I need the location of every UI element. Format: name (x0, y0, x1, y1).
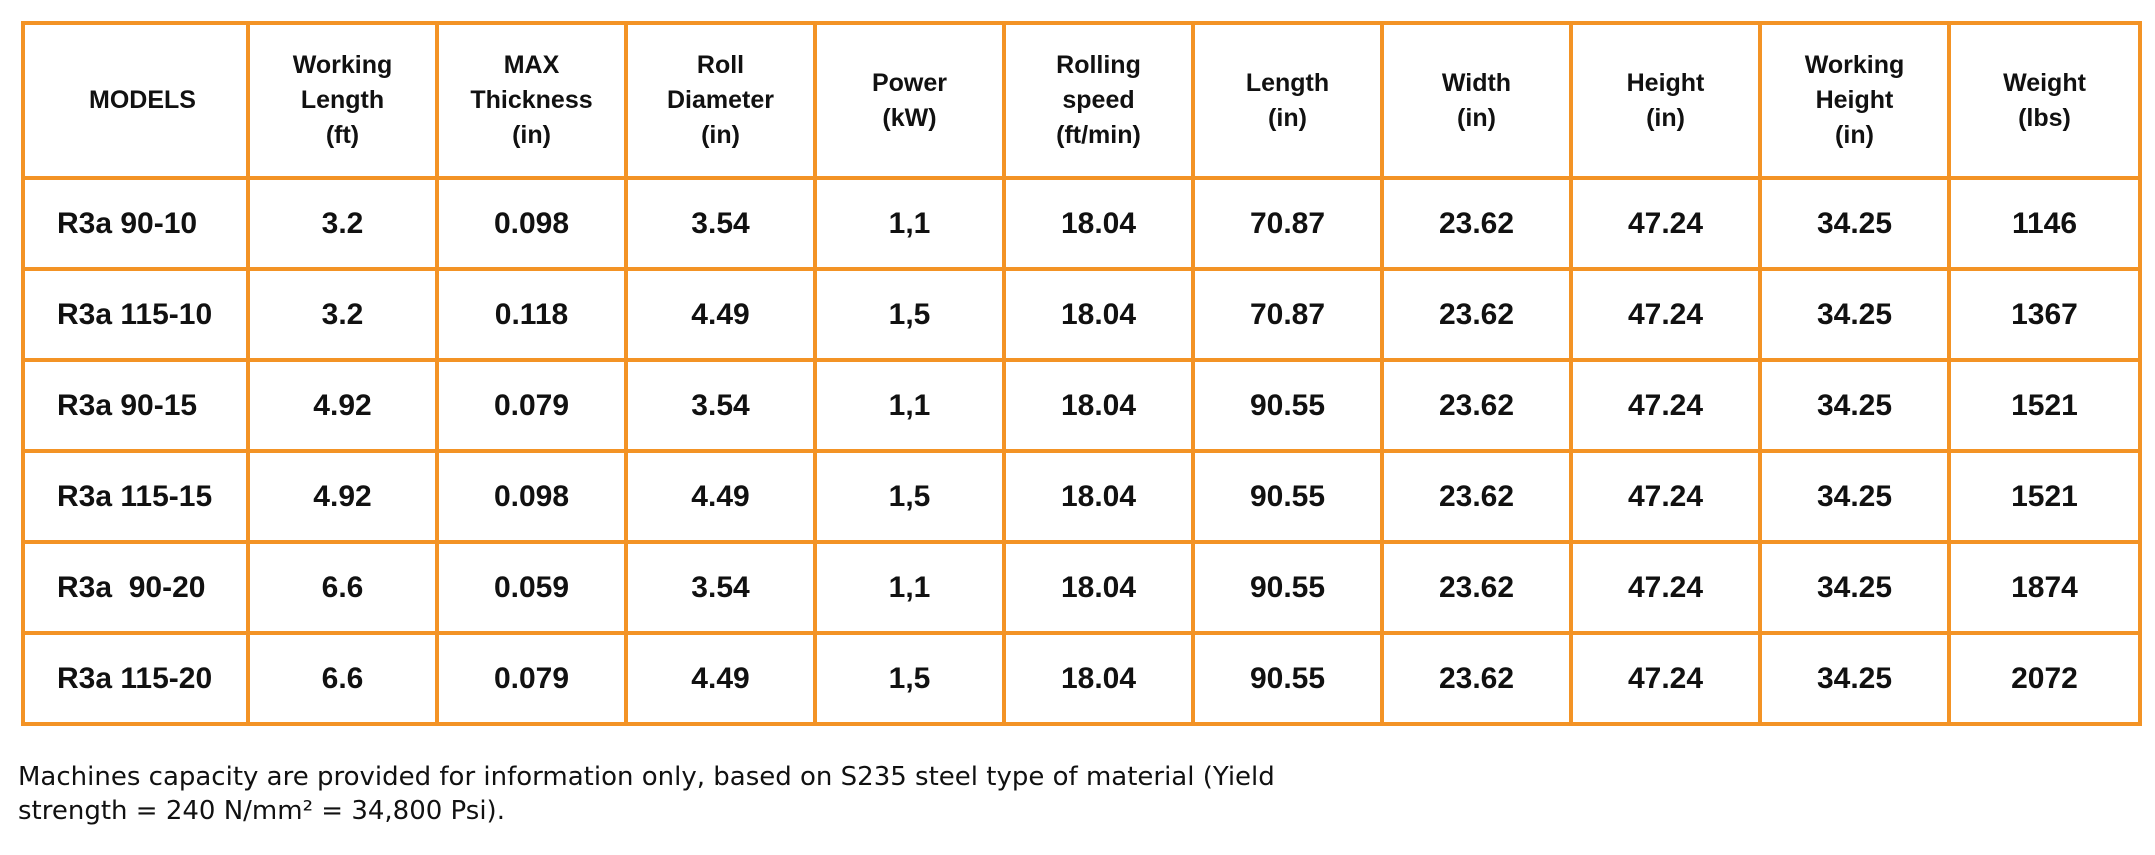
cell-working-length: 6.6 (246, 540, 439, 635)
table-row: R3a 90-15 4.92 0.079 3.54 1,1 18.04 90.5… (21, 358, 2142, 453)
header-height: Height (in) (1569, 21, 1762, 180)
cell-rolling-speed: 18.04 (1002, 176, 1195, 271)
header-weight: Weight (lbs) (1947, 21, 2142, 180)
cell-power: 1,5 (813, 267, 1006, 362)
cell-power: 1,5 (813, 631, 1006, 726)
cell-rolling-speed: 18.04 (1002, 449, 1195, 544)
cell-model: R3a 90-15 (21, 358, 250, 453)
cell-length: 90.55 (1191, 631, 1384, 726)
cell-rolling-speed: 18.04 (1002, 540, 1195, 635)
header-max-thickness: MAX Thickness (in) (435, 21, 628, 180)
header-row: MODELS Working Length (ft) MAX Thickness… (21, 21, 2142, 180)
cell-roll-diameter: 3.54 (624, 358, 817, 453)
table-row: R3a 90-10 3.2 0.098 3.54 1,1 18.04 70.87… (21, 176, 2142, 271)
cell-width: 23.62 (1380, 540, 1573, 635)
specifications-table: MODELS Working Length (ft) MAX Thickness… (21, 21, 2142, 726)
header-working-length: Working Length (ft) (246, 21, 439, 180)
cell-weight: 1521 (1947, 449, 2142, 544)
cell-roll-diameter: 3.54 (624, 176, 817, 271)
cell-model: R3a 90-10 (21, 176, 250, 271)
cell-model: R3a 115-15 (21, 449, 250, 544)
cell-working-height: 34.25 (1758, 631, 1951, 726)
cell-height: 47.24 (1569, 540, 1762, 635)
cell-working-length: 6.6 (246, 631, 439, 726)
cell-width: 23.62 (1380, 631, 1573, 726)
cell-roll-diameter: 3.54 (624, 540, 817, 635)
header-length: Length (in) (1191, 21, 1384, 180)
cell-model: R3a 115-10 (21, 267, 250, 362)
footnote: Machines capacity are provided for infor… (18, 762, 1275, 826)
table-row: R3a 115-15 4.92 0.098 4.49 1,5 18.04 90.… (21, 449, 2142, 544)
cell-max-thickness: 0.079 (435, 631, 628, 726)
cell-height: 47.24 (1569, 358, 1762, 453)
cell-rolling-speed: 18.04 (1002, 631, 1195, 726)
cell-max-thickness: 0.059 (435, 540, 628, 635)
cell-max-thickness: 0.118 (435, 267, 628, 362)
cell-power: 1,1 (813, 176, 1006, 271)
cell-height: 47.24 (1569, 267, 1762, 362)
cell-working-height: 34.25 (1758, 358, 1951, 453)
table-row: R3a 115-10 3.2 0.118 4.49 1,5 18.04 70.8… (21, 267, 2142, 362)
cell-working-length: 4.92 (246, 449, 439, 544)
header-rolling-speed: Rolling speed (ft/min) (1002, 21, 1195, 180)
header-roll-diameter: Roll Diameter (in) (624, 21, 817, 180)
cell-length: 90.55 (1191, 540, 1384, 635)
header-power: Power (kW) (813, 21, 1006, 180)
cell-width: 23.62 (1380, 267, 1573, 362)
cell-length: 90.55 (1191, 358, 1384, 453)
cell-working-length: 4.92 (246, 358, 439, 453)
cell-height: 47.24 (1569, 631, 1762, 726)
cell-working-height: 34.25 (1758, 540, 1951, 635)
table-row: R3a 90-20 6.6 0.059 3.54 1,1 18.04 90.55… (21, 540, 2142, 635)
cell-working-length: 3.2 (246, 176, 439, 271)
cell-height: 47.24 (1569, 449, 1762, 544)
cell-weight: 1874 (1947, 540, 2142, 635)
cell-rolling-speed: 18.04 (1002, 358, 1195, 453)
cell-max-thickness: 0.098 (435, 176, 628, 271)
cell-roll-diameter: 4.49 (624, 631, 817, 726)
cell-roll-diameter: 4.49 (624, 449, 817, 544)
cell-working-length: 3.2 (246, 267, 439, 362)
cell-weight: 2072 (1947, 631, 2142, 726)
cell-max-thickness: 0.098 (435, 449, 628, 544)
table-row: R3a 115-20 6.6 0.079 4.49 1,5 18.04 90.5… (21, 631, 2142, 726)
cell-working-height: 34.25 (1758, 449, 1951, 544)
cell-working-height: 34.25 (1758, 267, 1951, 362)
cell-model: R3a 90-20 (21, 540, 250, 635)
cell-roll-diameter: 4.49 (624, 267, 817, 362)
cell-model: R3a 115-20 (21, 631, 250, 726)
cell-max-thickness: 0.079 (435, 358, 628, 453)
header-width: Width (in) (1380, 21, 1573, 180)
header-working-height: Working Height (in) (1758, 21, 1951, 180)
cell-height: 47.24 (1569, 176, 1762, 271)
cell-width: 23.62 (1380, 358, 1573, 453)
cell-rolling-speed: 18.04 (1002, 267, 1195, 362)
cell-working-height: 34.25 (1758, 176, 1951, 271)
cell-power: 1,1 (813, 540, 1006, 635)
cell-length: 70.87 (1191, 176, 1384, 271)
cell-weight: 1367 (1947, 267, 2142, 362)
cell-weight: 1146 (1947, 176, 2142, 271)
cell-length: 90.55 (1191, 449, 1384, 544)
cell-power: 1,1 (813, 358, 1006, 453)
cell-width: 23.62 (1380, 449, 1573, 544)
cell-length: 70.87 (1191, 267, 1384, 362)
cell-power: 1,5 (813, 449, 1006, 544)
header-models: MODELS (21, 21, 250, 180)
cell-width: 23.62 (1380, 176, 1573, 271)
cell-weight: 1521 (1947, 358, 2142, 453)
